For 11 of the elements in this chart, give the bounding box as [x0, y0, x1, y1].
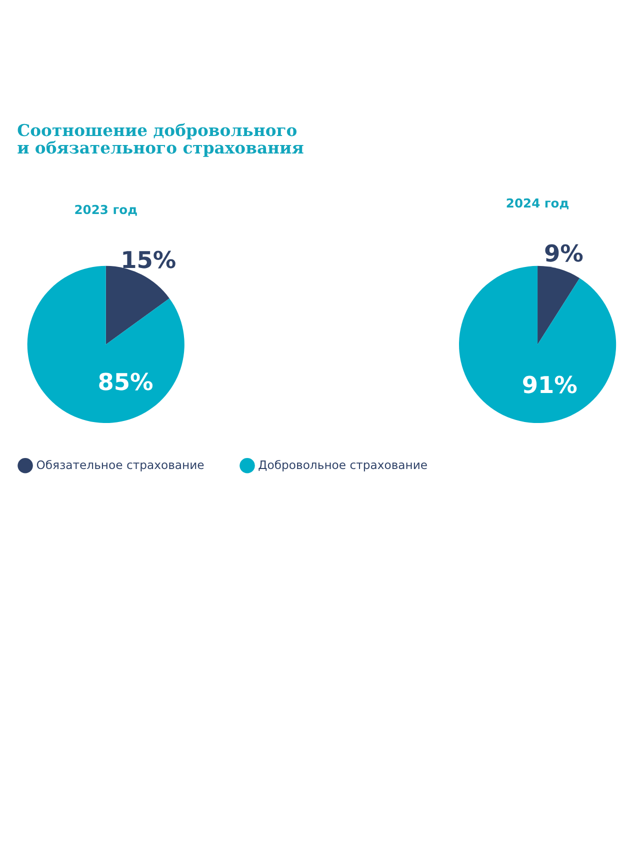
pie-slice: [538, 266, 580, 344]
data-label: 15%: [120, 246, 176, 274]
legend-label: Добровольное страхование: [258, 458, 428, 472]
chart-subtitle: 2024 год: [506, 196, 570, 210]
legend-label: Обязательное страхование: [36, 458, 204, 472]
data-label: 91%: [522, 372, 578, 399]
chart-title: Соотношение добровольного и обязательного страхования: [17, 120, 304, 158]
data-label: 85%: [98, 368, 154, 396]
data-label: 9%: [544, 240, 584, 268]
pie-slice: [459, 266, 616, 424]
chart-subtitle: 2023 год: [74, 202, 138, 217]
